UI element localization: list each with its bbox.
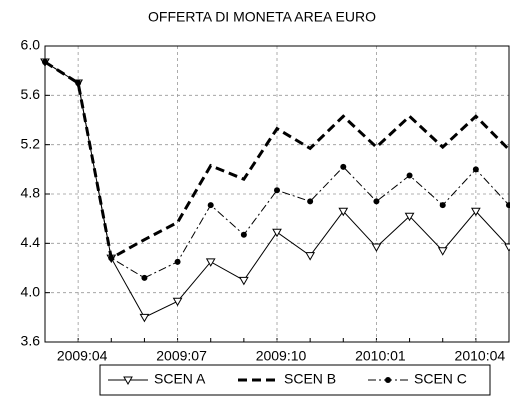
plot-frame: [44, 45, 510, 343]
marker: [108, 255, 115, 262]
marker: [340, 163, 347, 170]
y-tick-label: 4.8: [21, 185, 41, 201]
marker: [439, 202, 446, 209]
series-line: [44, 61, 510, 279]
legend-label: SCEN C: [414, 371, 467, 387]
y-tick-label: 3.6: [21, 333, 41, 349]
marker: [272, 228, 282, 238]
y-tick-label: 4.4: [21, 234, 41, 250]
marker: [174, 258, 181, 265]
x-tick-label: 2010:04: [455, 348, 506, 364]
x-tick-label: 2009:07: [156, 348, 207, 364]
chart-title: OFFERTA DI MONETA AREA EURO: [148, 9, 376, 25]
y-tick-label: 5.2: [21, 135, 41, 151]
legend-label: SCEN A: [154, 371, 206, 387]
marker: [385, 377, 391, 383]
marker: [338, 207, 349, 217]
marker: [205, 258, 216, 267]
legend-box: [99, 364, 491, 396]
marker: [437, 247, 448, 256]
series-line: [44, 60, 510, 261]
marker: [506, 202, 510, 209]
marker: [207, 202, 214, 209]
marker: [123, 376, 133, 386]
marker: [406, 172, 413, 179]
marker: [238, 276, 249, 286]
marker: [472, 166, 479, 173]
y-tick-label: 5.6: [21, 86, 41, 102]
marker: [305, 252, 316, 261]
y-tick-label: 6.0: [21, 37, 41, 53]
marker: [42, 59, 48, 66]
x-tick-label: 2010:01: [355, 348, 406, 364]
marker: [240, 231, 247, 238]
marker: [172, 297, 183, 307]
legend-label: SCEN B: [284, 371, 336, 387]
marker: [75, 80, 82, 86]
marker: [373, 198, 380, 205]
marker: [504, 243, 510, 253]
x-tick-label: 2009:04: [57, 348, 108, 364]
marker: [371, 243, 382, 253]
marker: [139, 313, 150, 323]
y-tick-label: 4.0: [21, 283, 41, 299]
marker: [141, 274, 148, 281]
marker: [274, 187, 280, 194]
marker: [470, 207, 481, 217]
marker: [404, 212, 415, 222]
marker: [307, 198, 314, 205]
x-tick-label: 2009:10: [256, 348, 307, 364]
